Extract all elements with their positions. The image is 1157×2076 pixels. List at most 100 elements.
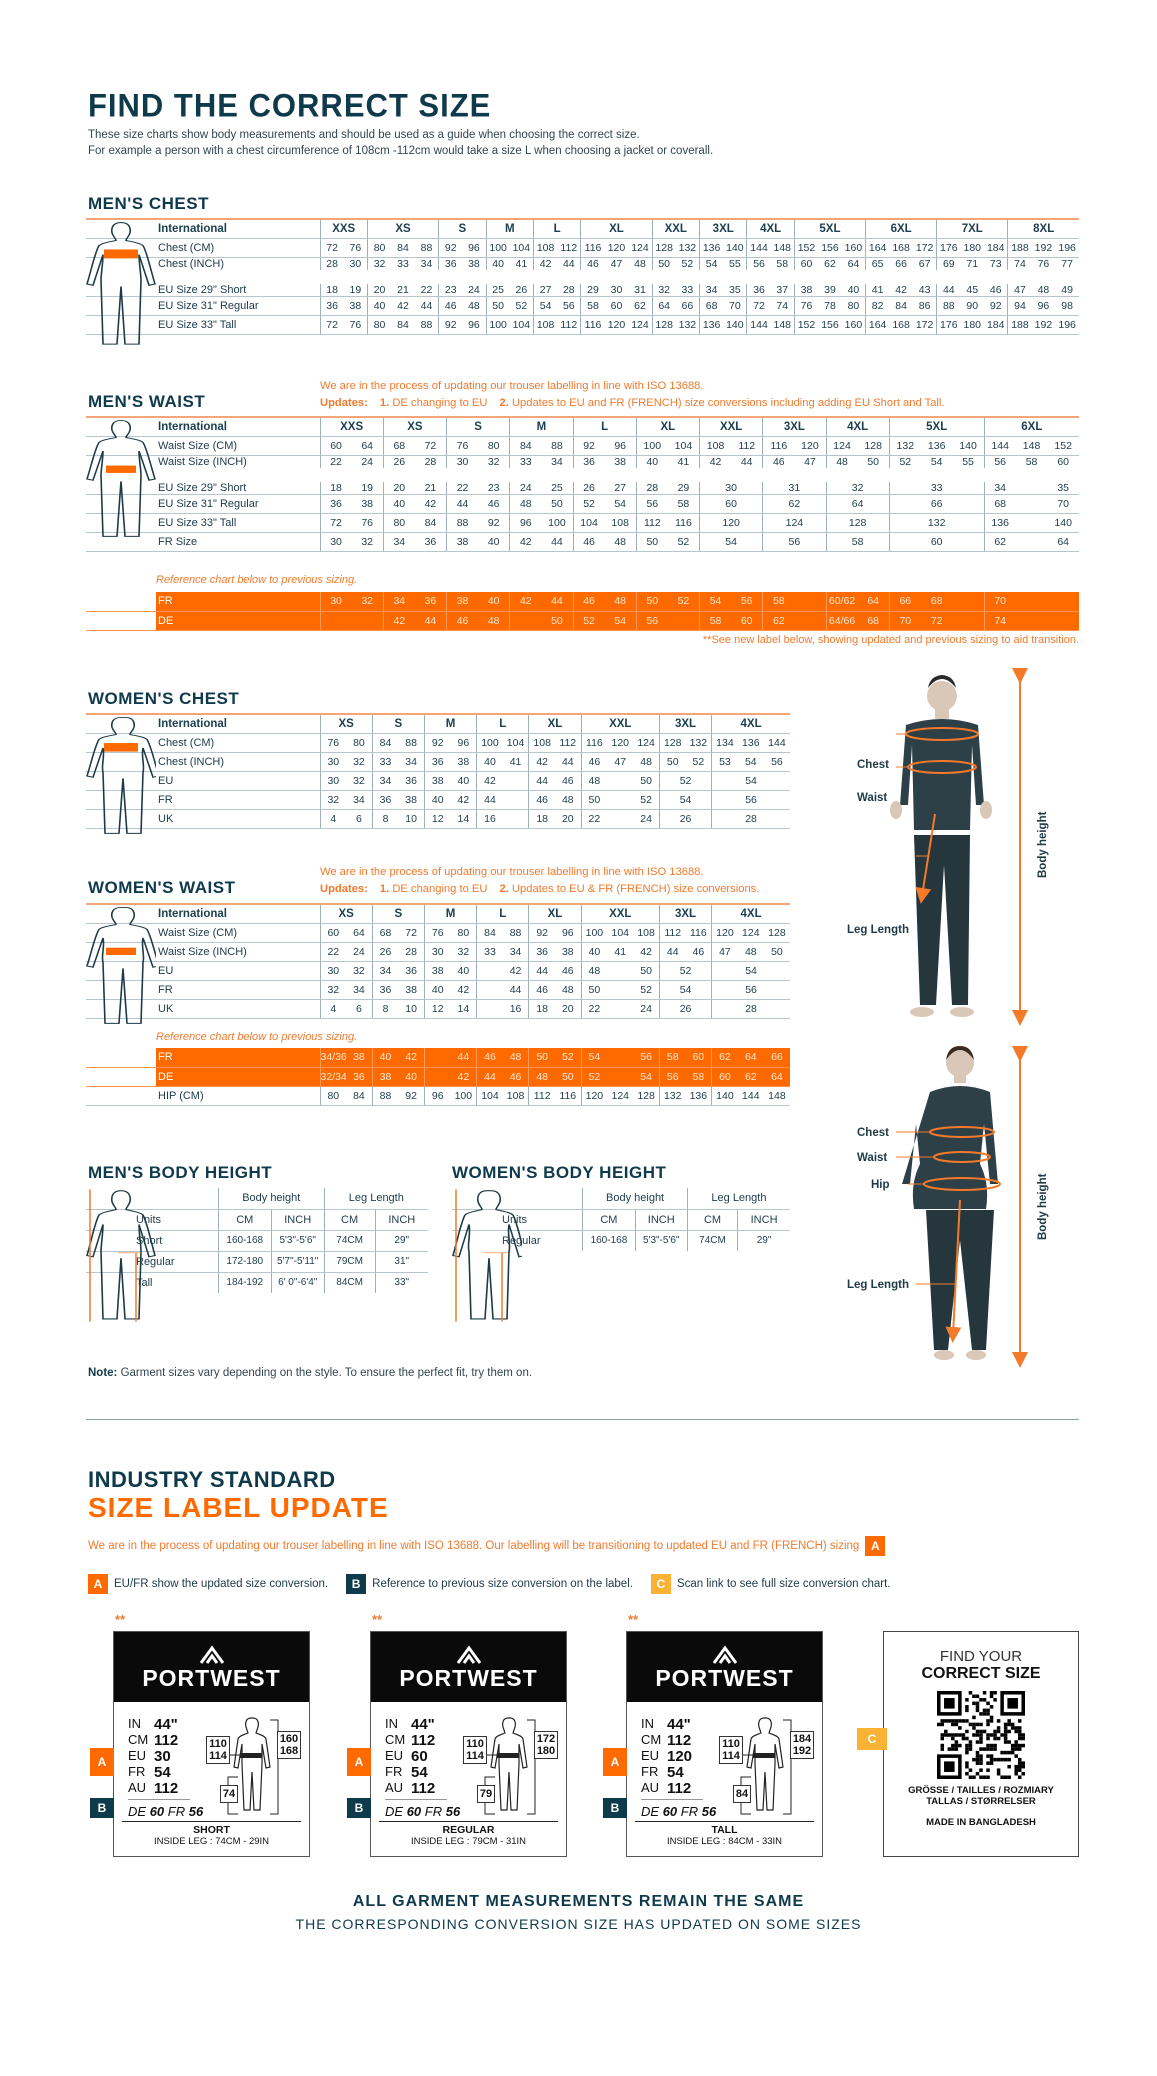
table-cell: 21 (414, 467, 447, 495)
label-footer: TALL INSIDE LEG : 84CM - 33IN (627, 1825, 822, 1848)
table-cell: 76 (319, 733, 347, 753)
leg-box: 84 (733, 1785, 751, 1803)
table-cell: 34 (502, 942, 529, 962)
table-cell: 48 (1031, 269, 1056, 297)
table-cell: 36 (371, 790, 399, 810)
table-cell: 100 (485, 238, 510, 258)
table-cell: 116 (580, 733, 608, 753)
size-system: FR (641, 1764, 659, 1779)
waist-max: 114 (209, 1750, 227, 1762)
men-height-title: MEN'S BODY HEIGHT (88, 1163, 273, 1182)
table-cell: 23 (438, 269, 463, 297)
qr-card: FIND YOUR CORRECT SIZE GRÖSSE / TAILLES … (883, 1631, 1079, 1857)
unit: CM (323, 1209, 376, 1231)
size-value: 112 (154, 1780, 179, 1797)
table-cell: 37 (770, 269, 795, 297)
table-cell: 124 (737, 923, 764, 943)
fr-value: 56 (445, 1804, 461, 1819)
table-row: Short 160-168 5'3"-5'6" 74CM 29" (86, 1230, 428, 1252)
table-cell: 72 (319, 315, 344, 335)
row-label: Regular (86, 1251, 219, 1273)
table-cell: 108 (604, 513, 637, 533)
table-cell (607, 809, 634, 829)
size-header: 5XL (793, 218, 866, 239)
table-cell: 64 (1047, 532, 1079, 552)
table-cell: 108 (633, 923, 660, 943)
table-cell: 98 (1055, 296, 1079, 316)
table-cell: 36 (346, 1067, 373, 1087)
table-cell: 92 (984, 296, 1008, 316)
table-cell (1047, 611, 1079, 631)
table-cell: 56 (983, 455, 1016, 475)
label-size-line: AU 112 (385, 1780, 465, 1797)
table-cell: 40 (423, 790, 451, 810)
table-cell: 36 (528, 942, 555, 962)
update-line: We are in the process of updating our tr… (320, 380, 704, 392)
table-cell: 112 (557, 315, 581, 335)
table-cell: 152 (793, 315, 819, 335)
size-system: EU (641, 1748, 660, 1763)
table-cell: 24 (351, 455, 384, 475)
table-cell: 140 (1047, 513, 1079, 533)
update-num: 2. (499, 397, 509, 409)
table-cell: 46 (580, 257, 605, 277)
table-cell: 52 (572, 494, 605, 514)
table-cell: 53 (711, 752, 738, 772)
women-waist-table: International XS S M L XL XXL 3XL 4XL Waist Size … (86, 903, 790, 1019)
table-cell: 74CM (323, 1230, 376, 1252)
table-cell: 70 (723, 296, 747, 316)
qr-code[interactable] (937, 1691, 1025, 1779)
table-cell: 144 (983, 436, 1016, 456)
table-row: DE 42 44 46 48 50 52 54 56 58 60 62 64/66 68 70 72 74 (86, 611, 1079, 631)
table-cell: 68 (857, 611, 890, 631)
men-height-section: Body height Leg Length Units CM INCH CM INCH Sh… (86, 1188, 428, 1322)
table-cell: 29 (580, 269, 605, 297)
table-row: Waist Size (CM) 60 64 68 72 76 80 84 88 92 96 100 10… (86, 436, 1079, 456)
table-cell: 46 (762, 455, 795, 475)
size-system: AU (128, 1780, 147, 1795)
table-cell (607, 999, 634, 1019)
women-chest-title: WOMEN'S CHEST (88, 689, 240, 708)
previous-size-line: DE 60 FR 56 (641, 1804, 716, 1819)
table-cell: 176 (936, 238, 961, 258)
table-cell: 84 (346, 1086, 373, 1106)
table-cell: 112 (635, 513, 668, 533)
row-label: EU Size 33" Tall (86, 513, 320, 533)
table-cell: 140 (711, 1086, 738, 1106)
table-cell: 40 (478, 532, 510, 552)
table-cell: 50 (633, 771, 660, 791)
table-cell: 41 (502, 752, 529, 772)
men-height-table: Body height Leg Length Units CM INCH CM INCH Sh… (86, 1188, 428, 1293)
table-cell: 104 (502, 733, 529, 753)
table-cell: 48 (604, 592, 637, 612)
label-size-line: AU 112 (128, 1780, 208, 1797)
table-cell: 40 (450, 961, 477, 981)
table-cell: 132 (888, 436, 921, 456)
label-size-line: CM 112 (128, 1732, 208, 1749)
table-cell: 84 (889, 296, 913, 316)
women-chest-table: International XS S M L XL XXL 3XL 4XL Chest (CM) 7… (86, 713, 790, 829)
update-num: 2. (499, 883, 509, 895)
table-cell: 74 (1007, 257, 1032, 277)
table-cell: 67 (912, 257, 937, 277)
units-row: Units CM INCH CM INCH (452, 1209, 790, 1231)
table-cell: 32 (651, 269, 676, 297)
footer-line-2: THE CORRESPONDING CONVERSION SIZE HAS UP… (295, 1916, 862, 1932)
table-cell: 82 (865, 296, 890, 316)
table-cell: 134 (711, 733, 738, 753)
header-label: International (86, 713, 320, 734)
table-cell: 50 (580, 790, 608, 810)
leg-box: 74 (220, 1785, 238, 1803)
size-value: 112 (154, 1732, 179, 1749)
update-2: Updates to EU & FR (FRENCH) size convers… (511, 883, 760, 895)
table-cell: 48 (633, 752, 660, 772)
table-cell: 32 (319, 980, 347, 1000)
row-label: DE (86, 611, 320, 631)
table-cell: 48 (528, 1067, 555, 1087)
table-cell: 180 (960, 238, 985, 258)
size-header: M (423, 713, 477, 734)
table-cell: 60 (604, 296, 629, 316)
table-cell: 148 (1015, 436, 1048, 456)
size-label-update-title: SIZE LABEL UPDATE (88, 1492, 389, 1523)
brand-logo: PORTWEST (655, 1665, 794, 1691)
